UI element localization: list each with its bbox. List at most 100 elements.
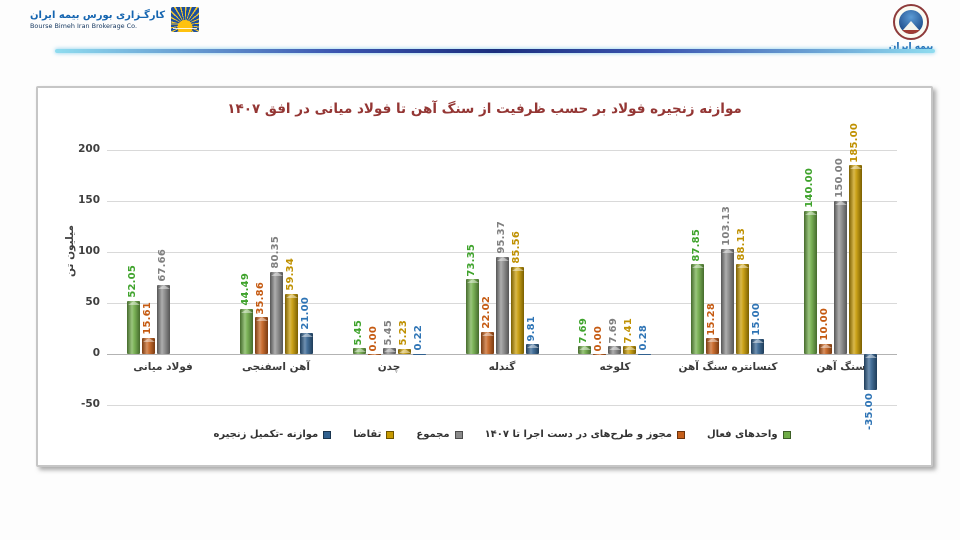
bar [270,272,283,354]
legend-item-label: تقاضا [353,429,382,440]
sun-logo-icon [171,7,200,32]
bar [593,354,606,355]
y-tick-label: 200 [78,143,100,155]
bar [466,279,479,354]
gridline [107,354,897,355]
bar-value-label: 0.00 [592,325,604,351]
sea-wave-icon [173,27,198,29]
y-tick-label: 150 [78,194,100,206]
bar [300,332,313,354]
bar-value-label: 140.00 [803,168,815,209]
y-tick-label: 100 [78,245,100,257]
x-category-label: چدن [377,361,401,373]
bar-value-label: 7.69 [607,317,619,344]
legend-item: مجوز و طرح‌های در دست اجرا تا ۱۴۰۷ [485,429,685,440]
bar [398,348,411,354]
bar-value-label: 5.23 [397,320,409,346]
emblem-mountain-icon [903,21,919,30]
legend-item-label: موازنه -تکمیل زنجیره [213,429,319,440]
x-category-label: کلوخه [599,361,631,373]
y-tick-label: -50 [81,398,100,410]
brokerage-name-fa: کارگـزاری بورس بیمه ایران [30,9,166,21]
emblem-base-icon [899,30,923,34]
bar [864,354,877,390]
bar-value-label: 0.00 [367,325,379,351]
bar-value-label: 73.35 [465,243,477,277]
bar [127,300,140,354]
bar-value-label: 5.45 [382,319,394,346]
bar-value-label: 7.41 [622,317,634,344]
chart-panel: موازنه زنجیره فولاد بر حسب ظرفیت از سنگ … [36,86,933,467]
bar [608,346,621,354]
bar-value-label: 85.56 [510,231,522,264]
sun-disc-icon [177,20,193,32]
x-category-label: سنگ آهن [816,361,866,373]
bar-value-label: 7.69 [577,317,589,344]
bar [736,264,749,354]
bar [834,201,847,354]
chart-title: موازنه زنجیره فولاد بر حسب ظرفیت از سنگ … [227,101,742,117]
legend-item: مجموع [416,429,463,440]
legend-swatch-icon [782,430,791,439]
bar [623,346,636,354]
legend-item: تقاضا [353,429,395,440]
legend-item-label: واحدهای فعال [706,429,778,440]
gridline [107,405,897,406]
bar [368,354,381,355]
bimeh-iran-label: بیمه ایران [888,42,934,52]
bar-value-label: 15.61 [141,302,153,336]
brokerage-logo: کارگـزاری بورس بیمه ایران Bourse Bimeh I… [30,7,200,32]
x-category-label: گندله [488,361,516,373]
bar [383,348,396,354]
bar-value-label: -35.00 [863,392,875,430]
header-divider [55,49,935,53]
bar-value-label: 15.28 [705,302,717,336]
gridline [107,252,897,253]
chart-legend: موازنه -تکمیل زنجیره تقاضا مجموع مجوز و طرح… [107,429,897,440]
bar [751,338,764,354]
bar [578,346,591,354]
legend-swatch-icon [676,430,685,439]
bar [706,338,719,354]
brokerage-name-en: Bourse Bimeh Iran Brokerage Co. [30,21,138,30]
bar [481,331,494,354]
bar-value-label: 35.86 [254,281,266,315]
bar-value-label: 59.34 [284,257,296,291]
bar [819,343,832,354]
y-tick-label: 50 [85,296,100,308]
bar-value-label: 15.00 [750,303,762,336]
x-category-label: آهن اسفنجی [242,361,310,373]
bimeh-iran-emblem-icon [893,4,929,40]
legend-item: موازنه -تکمیل زنجیره [213,429,332,440]
bar [721,248,734,354]
bar-value-label: 0.28 [637,325,649,351]
legend-item-label: مجوز و طرح‌های در دست اجرا تا ۱۴۰۷ [484,429,672,440]
gridline [107,150,897,151]
bar [804,211,817,354]
bar-value-label: 103.13 [720,206,732,246]
bar-value-label: 5.45 [352,319,364,346]
bar [511,266,524,354]
bar-value-label: 52.05 [126,265,138,298]
bar-value-label: 22.02 [480,295,492,329]
bar [849,165,862,354]
bar [413,353,426,355]
bar-value-label: 9.81 [525,315,537,341]
bar [157,285,170,354]
bar-value-label: 10.00 [818,308,830,341]
bar-value-label: 44.49 [239,272,251,306]
bar [638,353,651,355]
bar-value-label: 88.13 [735,228,747,262]
bar [526,344,539,354]
legend-swatch-icon [454,430,463,439]
y-tick-label: 0 [92,347,100,359]
bar [496,256,509,354]
bar-value-label: 95.37 [495,221,507,254]
legend-item: واحدهای فعال [707,429,791,440]
bar [240,308,253,354]
bar [285,293,298,354]
bar [691,264,704,354]
bar-value-label: 150.00 [833,158,845,198]
bar-value-label: 67.66 [156,249,168,282]
